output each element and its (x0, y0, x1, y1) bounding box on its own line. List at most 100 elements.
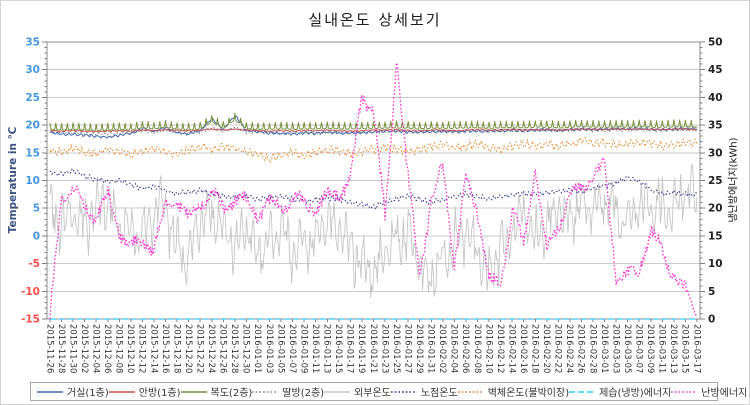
x-axis-tick-label: 2016-02-26 (576, 324, 586, 373)
left-axis-tick-label: 15 (25, 147, 40, 159)
right-axis-tick-label: 0 (708, 314, 715, 326)
series-line (49, 127, 698, 133)
legend-item: 제습(냉방)에너지 (569, 384, 671, 399)
legend-item: 거실(1층) (37, 384, 109, 399)
legend-label: 복도(2층) (210, 388, 253, 399)
x-axis-tick-label: 2016-03-07 (634, 324, 644, 373)
legend-label: 안방(1층) (138, 388, 181, 399)
legend-label: 제습(냉방)에너지 (599, 388, 672, 399)
x-axis-tick-label: 2015-11-26 (44, 324, 54, 373)
x-axis-tick-label: 2016-02-24 (564, 324, 574, 373)
x-axis-tick-label: 2015-12-10 (125, 324, 135, 373)
x-axis-tick-label: 2015-12-22 (194, 324, 204, 373)
x-axis-tick-label: 2015-12-06 (102, 324, 112, 373)
legend-label: 난방에너지 (701, 388, 748, 399)
x-axis-tick-label: 2015-11-30 (67, 324, 77, 373)
legend-swatch (671, 390, 698, 393)
x-axis-tick-label: 2015-12-16 (160, 324, 170, 373)
left-axis-tick-label: 30 (25, 64, 40, 76)
legend-label: 외부온도 (354, 388, 391, 399)
x-axis-tick-label: 2016-02-06 (460, 324, 470, 373)
x-axis-tick-label: 2016-01-19 (356, 324, 366, 373)
series-line (49, 112, 698, 132)
x-axis-tick-label: 2015-12-24 (206, 324, 216, 373)
x-axis-tick-label: 2015-12-26 (218, 324, 228, 373)
x-axis-tick-label: 2016-03-15 (680, 324, 690, 373)
left-axis-tick-label: 20 (25, 120, 40, 132)
left-axis-tick-label: -5 (28, 258, 40, 270)
legend-item: 외부온도 (324, 384, 391, 399)
x-axis-tick-label: 2016-01-17 (345, 324, 355, 373)
right-axis-tick-label: 5 (708, 286, 715, 298)
x-axis-tick-label: 2016-01-31 (426, 324, 436, 373)
series-line (49, 137, 698, 163)
x-axis-tick-label: 2015-12-18 (171, 324, 181, 373)
left-axis-tick-label: -10 (21, 286, 40, 298)
legend-item: 복도(2층) (180, 384, 253, 399)
x-axis-tick-label: 2015-12-30 (241, 324, 251, 373)
legend-item: 벽체온도(불박이장) (457, 384, 570, 399)
legend-label: 벽체온도(불박이장) (487, 388, 570, 399)
right-axis-title: 냉난방에너지(kWh) (728, 137, 740, 223)
left-axis-tick-label: -15 (21, 314, 40, 326)
legend-swatch (180, 390, 207, 393)
x-axis-tick-label: 2016-01-15 (333, 324, 343, 373)
series-line (49, 62, 698, 320)
x-axis-tick-label: 2016-01-11 (310, 324, 320, 373)
right-axis-tick-label: 20 (708, 203, 723, 215)
legend-item: 난방에너지 (671, 384, 747, 399)
x-axis-tick-label: 2016-01-27 (402, 324, 412, 373)
x-axis-tick-label: 2016-01-13 (322, 324, 332, 373)
x-axis-tick-label: 2015-12-14 (148, 324, 158, 373)
series-line (49, 168, 698, 210)
legend-swatch (108, 390, 135, 393)
right-axis-tick-label: 30 (708, 147, 723, 159)
x-axis-tick-label: 2016-02-12 (495, 324, 505, 373)
x-axis-tick-label: 2016-02-28 (587, 324, 597, 373)
left-axis-title: Temperature in ℃ (7, 126, 19, 234)
series-line (49, 163, 698, 298)
right-axis-tick-label: 35 (708, 120, 723, 132)
x-axis-tick-label: 2016-01-23 (379, 324, 389, 373)
left-axis-tick-label: 0 (33, 230, 40, 242)
x-axis-tick-label: 2016-02-04 (449, 324, 459, 373)
legend-item: 노점온도 (390, 384, 458, 399)
x-axis-tick-label: 2016-01-09 (298, 324, 308, 373)
right-axis-tick-label: 10 (708, 258, 723, 270)
x-axis-tick-label: 2016-02-20 (541, 324, 551, 373)
x-axis-tick-label: 2016-01-05 (275, 324, 285, 373)
x-axis-tick-label: 2015-12-28 (229, 324, 239, 373)
legend-swatch (457, 390, 484, 393)
x-axis-tick-label: 2015-12-02 (79, 324, 89, 373)
legend-item: 딸방(2층) (252, 384, 324, 399)
x-axis-tick-label: 2016-02-22 (553, 324, 563, 373)
x-axis-tick-label: 2015-12-08 (114, 324, 124, 373)
x-axis-tick-label: 2016-02-08 (472, 324, 482, 373)
x-axis-tick-label: 2016-03-09 (645, 324, 655, 373)
legend-swatch (252, 390, 279, 393)
x-axis-tick-label: 2015-12-04 (90, 324, 100, 373)
x-axis-tick-label: 2016-02-18 (530, 324, 540, 373)
x-axis-tick-label: 2016-01-01 (252, 324, 262, 373)
legend-swatch (390, 390, 417, 393)
x-axis-tick-label: 2016-03-03 (610, 324, 620, 373)
x-axis-tick-label: 2016-03-11 (657, 324, 667, 373)
legend-label: 거실(1층) (67, 388, 109, 399)
right-axis-tick-label: 50 (708, 37, 723, 49)
x-axis-tick-label: 2016-01-07 (287, 324, 297, 373)
x-axis-tick-label: 2016-01-29 (414, 324, 424, 373)
x-axis-tick-label: 2016-03-17 (691, 324, 701, 373)
right-axis-tick-label: 45 (708, 64, 723, 76)
legend: 거실(1층) 안방(1층) 복도(2층) 딸방(2층) 외부온도 노점온도 벽체온도(불박이… (30, 382, 747, 401)
left-axis-tick-label: 5 (33, 203, 40, 215)
x-axis-tick-label: 2015-12-12 (137, 324, 147, 373)
right-axis-tick-label: 15 (708, 230, 723, 242)
legend-label: 딸방(2층) (282, 388, 325, 399)
left-axis-tick-label: 25 (25, 92, 40, 104)
x-axis-tick-label: 2016-02-02 (437, 324, 447, 373)
x-axis-tick-label: 2016-03-05 (622, 324, 632, 373)
x-axis-tick-label: 2015-12-20 (183, 324, 193, 373)
x-axis-tick-label: 2016-02-10 (483, 324, 493, 373)
legend-item: 안방(1층) (108, 384, 181, 399)
